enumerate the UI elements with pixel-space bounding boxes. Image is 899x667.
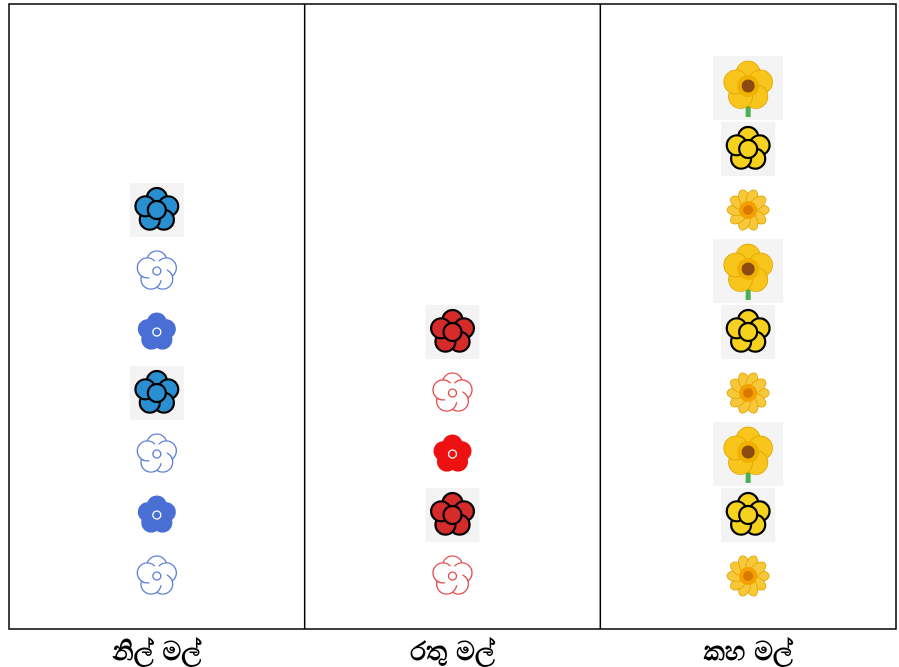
chart-border bbox=[8, 3, 897, 630]
solid-flower-icon bbox=[433, 434, 472, 472]
daisy-flower-icon bbox=[726, 372, 770, 414]
category-label: නිල් මල් bbox=[112, 637, 203, 667]
flower-icons bbox=[129, 56, 784, 597]
outline-flower-icon bbox=[432, 555, 473, 595]
category-label: රතු මල් bbox=[410, 637, 495, 667]
cluster-flower-icon bbox=[721, 122, 776, 176]
solid-flower-icon bbox=[137, 312, 176, 350]
outline-flower-icon bbox=[136, 555, 177, 595]
outline-flower-icon bbox=[136, 250, 177, 290]
daisy-flower-icon bbox=[726, 189, 770, 231]
solid-flower-icon bbox=[137, 495, 176, 533]
category-labels: නිල් මල් රතු මල් කහ මල් bbox=[112, 637, 794, 667]
outline-flower-icon bbox=[136, 433, 177, 473]
cluster-flower-icon bbox=[129, 183, 184, 237]
cluster-flower-icon bbox=[129, 366, 184, 420]
daisy-flower-icon bbox=[726, 555, 770, 597]
outline-flower-icon bbox=[432, 372, 473, 412]
category-label: කහ මල් bbox=[704, 637, 794, 667]
cluster-flower-icon bbox=[721, 488, 776, 542]
emoji-flower-icon bbox=[713, 239, 784, 303]
cluster-flower-icon bbox=[721, 305, 776, 359]
emoji-flower-icon bbox=[713, 56, 784, 120]
emoji-flower-icon bbox=[713, 422, 784, 486]
cluster-flower-icon bbox=[425, 488, 480, 542]
cluster-flower-icon bbox=[425, 305, 480, 359]
chart-frame bbox=[8, 3, 897, 630]
